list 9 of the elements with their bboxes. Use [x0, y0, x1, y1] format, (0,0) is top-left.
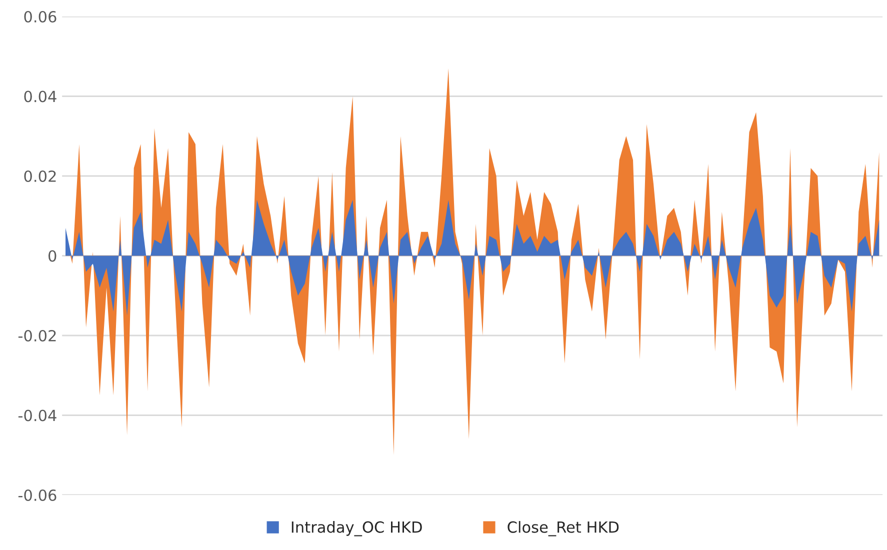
y-tick-label: -0.06 — [18, 489, 56, 502]
legend-label: Close_Ret HKD — [508, 521, 619, 536]
y-tick-label: 0.06 — [24, 10, 56, 23]
y-tick-label: -0.02 — [18, 330, 56, 342]
legend-label: Intraday_OC HKD — [292, 521, 422, 536]
y-tick-label: 0.04 — [24, 90, 56, 102]
y-tick-label: 0 — [48, 250, 56, 262]
y-tick-label: -0.04 — [18, 410, 56, 422]
y-tick-label: 0.02 — [24, 170, 56, 182]
